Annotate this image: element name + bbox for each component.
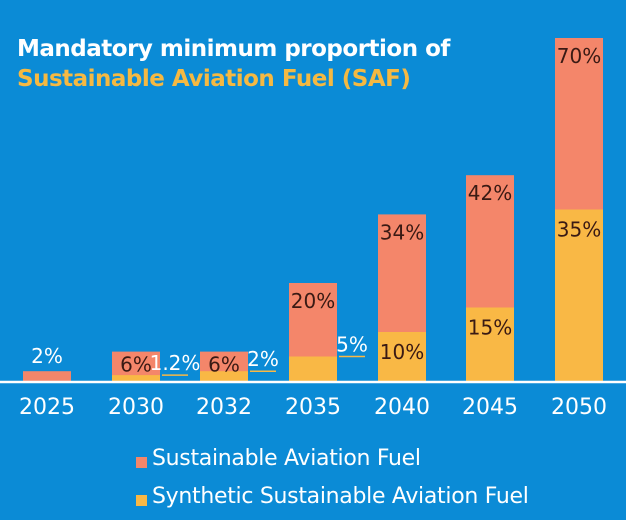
x-tick-label-2040: 2040 [374,395,430,420]
label-saf-2032: 6% [208,353,240,377]
bar-synthetic-2030 [112,375,160,381]
x-tick-label-2035: 2035 [285,395,341,420]
legend-swatch-saf [136,456,147,468]
bar-synthetic-2050 [555,209,603,381]
legend-label-saf: Sustainable Aviation Fuel [152,446,421,471]
chart-title: Mandatory minimum proportion of Sustaina… [17,34,450,94]
chart-title-line2: Sustainable Aviation Fuel (SAF) [17,66,411,92]
bar-saf-2025 [23,371,71,381]
bar-synthetic-2045 [466,307,514,381]
label-synthetic-2045: 15% [468,316,512,340]
label-synthetic-2032: 2% [247,347,279,371]
bar-synthetic-2032 [200,371,248,381]
x-tick-label-2050: 2050 [551,395,607,420]
legend: Sustainable Aviation Fuel Synthetic Sust… [136,440,529,516]
label-synthetic-2050: 35% [557,218,601,242]
x-tick-label-2032: 2032 [196,395,252,420]
x-tick-label-2045: 2045 [462,395,518,420]
bar-synthetic-2035 [289,356,337,381]
legend-label-synthetic: Synthetic Sustainable Aviation Fuel [152,484,529,509]
legend-item-synthetic: Synthetic Sustainable Aviation Fuel [136,478,529,516]
label-saf-2040: 34% [380,220,424,244]
label-synthetic-2040: 10% [380,340,424,364]
label-synthetic-2035: 5% [336,333,368,357]
bar-synthetic-2040 [378,332,426,381]
label-saf-2035: 20% [291,289,335,313]
label-saf-2045: 42% [468,181,512,205]
chart-title-line1: Mandatory minimum proportion of [17,36,450,62]
label-synthetic-2030: 1.2% [150,351,201,375]
legend-swatch-synthetic [136,494,147,506]
label-saf-2050: 70% [557,44,601,68]
x-tick-label-2025: 2025 [19,395,75,420]
label-saf-2025: 2% [31,344,63,368]
legend-item-saf: Sustainable Aviation Fuel [136,440,529,478]
label-saf-2030: 6% [120,353,152,377]
x-tick-label-2030: 2030 [108,395,164,420]
